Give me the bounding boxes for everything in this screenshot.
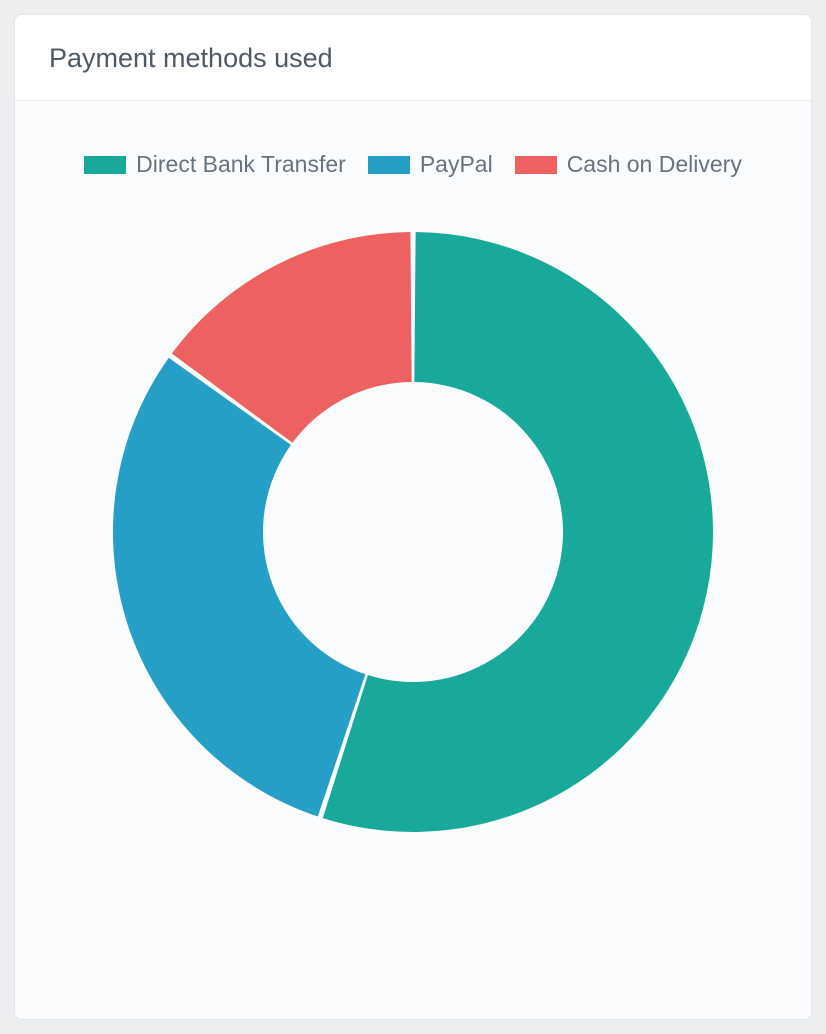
legend-swatch [515, 156, 557, 174]
donut-chart [93, 212, 733, 852]
donut-hole [264, 383, 562, 681]
legend-label: Cash on Delivery [567, 151, 742, 178]
legend-swatch [84, 156, 126, 174]
chart-card: Payment methods used Direct Bank Transfe… [14, 14, 812, 1020]
card-header: Payment methods used [15, 15, 811, 101]
legend-label: PayPal [420, 151, 493, 178]
legend-label: Direct Bank Transfer [136, 151, 346, 178]
chart-legend: Direct Bank Transfer PayPal Cash on Delive… [84, 151, 742, 178]
card-body: Direct Bank Transfer PayPal Cash on Delive… [15, 101, 811, 1019]
legend-swatch [368, 156, 410, 174]
legend-item[interactable]: Direct Bank Transfer [84, 151, 346, 178]
legend-item[interactable]: PayPal [368, 151, 493, 178]
legend-item[interactable]: Cash on Delivery [515, 151, 742, 178]
card-title: Payment methods used [49, 43, 777, 74]
